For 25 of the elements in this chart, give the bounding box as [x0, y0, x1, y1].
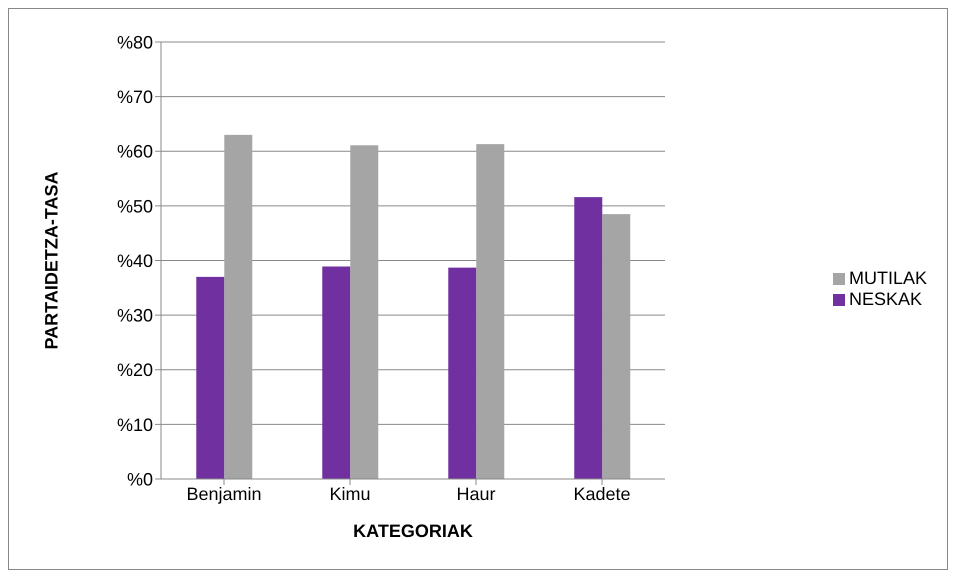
y-axis-title: PARTAIDETZA-TASA — [41, 172, 62, 350]
bar — [350, 145, 378, 479]
legend-label: NESKAK — [848, 289, 922, 309]
y-tick-label: %40 — [116, 250, 153, 271]
y-tick-label: %30 — [116, 306, 153, 326]
y-tick-label: %0 — [126, 469, 153, 490]
legend-label: MUTILAK — [848, 268, 927, 288]
x-tick-label: Benjamin — [186, 484, 262, 504]
bar — [322, 266, 350, 479]
x-tick-label: Haur — [456, 484, 496, 504]
y-tick-label: %20 — [116, 360, 153, 380]
y-tick-label: %60 — [116, 142, 153, 162]
y-tick-label: %50 — [116, 196, 153, 216]
bar — [196, 276, 224, 479]
bar — [448, 268, 476, 479]
x-tick-label: Kadete — [573, 484, 631, 504]
x-tick-label: Kimu — [329, 484, 370, 504]
bar — [224, 134, 252, 479]
x-axis-title: KATEGORIAK — [353, 521, 473, 541]
bar — [574, 197, 602, 479]
y-tick-label: %70 — [116, 87, 153, 108]
y-tick-label: %80 — [116, 32, 153, 52]
bar — [602, 214, 630, 479]
y-tick-label: %10 — [116, 414, 153, 435]
bar — [476, 144, 504, 479]
